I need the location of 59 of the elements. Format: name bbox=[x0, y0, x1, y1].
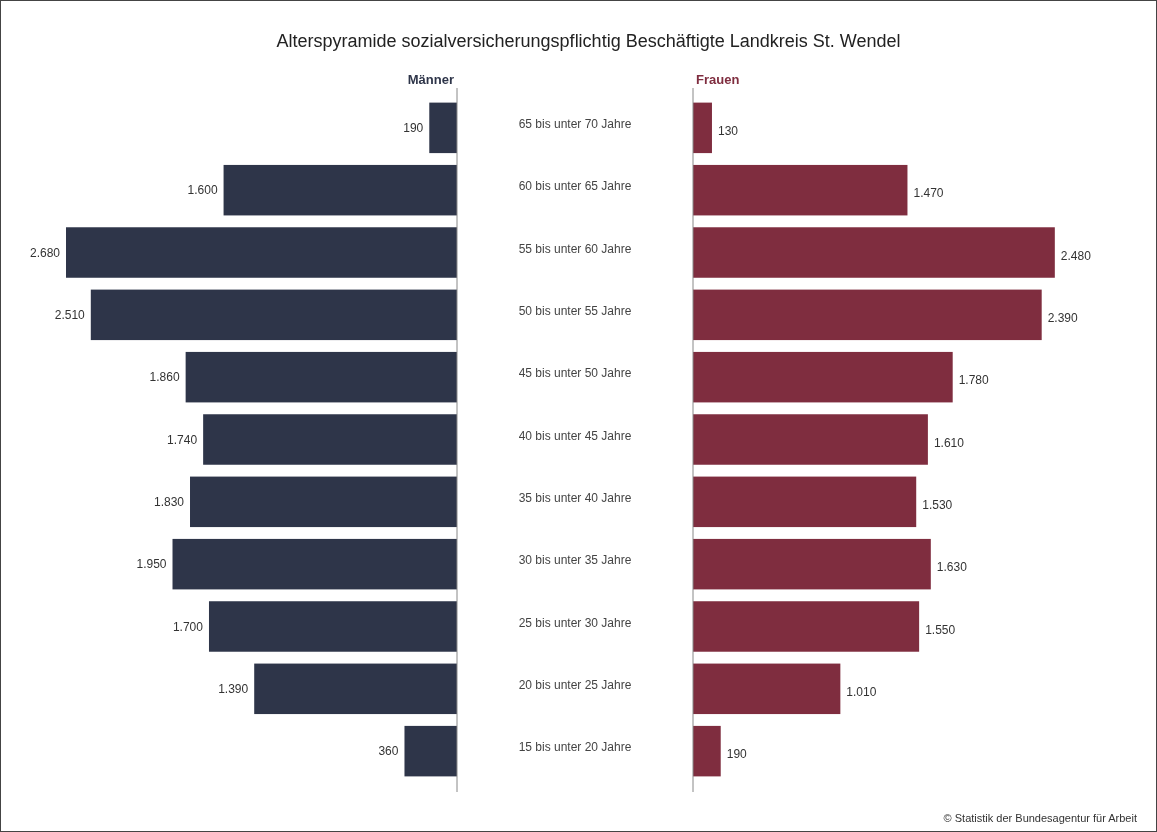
bar bbox=[693, 414, 928, 465]
bar bbox=[66, 227, 457, 278]
data-label: 1.860 bbox=[149, 370, 180, 385]
series-label: Männer bbox=[407, 72, 454, 87]
y-tick-label: 20 bis unter 25 Jahre bbox=[518, 678, 632, 693]
data-label: 130 bbox=[717, 124, 739, 139]
data-label: 1.010 bbox=[846, 685, 877, 700]
y-tick-label: 50 bis unter 55 Jahre bbox=[518, 304, 632, 319]
data-label: 360 bbox=[378, 744, 399, 759]
y-tick-label: 35 bis unter 40 Jahre bbox=[518, 491, 632, 506]
data-label: 190 bbox=[403, 121, 424, 136]
data-label: 1.390 bbox=[218, 682, 249, 697]
y-tick-label: 45 bis unter 50 Jahre bbox=[518, 366, 632, 381]
bar bbox=[223, 164, 457, 216]
y-tick-label: 25 bis unter 30 Jahre bbox=[518, 615, 632, 630]
bar bbox=[208, 601, 457, 652]
data-label: 2.390 bbox=[1047, 311, 1079, 326]
data-label: 190 bbox=[726, 747, 748, 762]
bar bbox=[693, 601, 920, 652]
text: Alterspyramide sozialversicherungspflichtig Beschäftigte Landkreis St. Wendel bbox=[276, 31, 901, 51]
bar bbox=[172, 538, 457, 590]
bar bbox=[693, 102, 712, 154]
data-label: 1.630 bbox=[936, 560, 968, 575]
data-label: 2.680 bbox=[29, 245, 61, 260]
data-label: 1.530 bbox=[922, 498, 953, 513]
bar bbox=[90, 289, 457, 341]
bar bbox=[693, 476, 917, 528]
bar bbox=[254, 663, 457, 715]
data-label: 1.470 bbox=[913, 186, 944, 201]
bar bbox=[693, 351, 953, 403]
data-label: 2.480 bbox=[1060, 248, 1092, 263]
data-label: 1.780 bbox=[958, 373, 990, 388]
data-label: 2.510 bbox=[54, 308, 86, 323]
data-label: 1.610 bbox=[933, 435, 965, 450]
y-tick-label: 60 bis unter 65 Jahre bbox=[518, 179, 632, 194]
bar bbox=[203, 414, 457, 465]
bar bbox=[404, 725, 457, 777]
bar bbox=[693, 164, 908, 216]
data-label: 1.830 bbox=[153, 495, 185, 510]
bar bbox=[185, 351, 457, 403]
series-label: Frauen bbox=[696, 72, 740, 87]
bar bbox=[693, 663, 841, 715]
data-label: 1.700 bbox=[172, 619, 204, 634]
bar bbox=[693, 725, 721, 777]
data-label: 1.550 bbox=[925, 622, 956, 637]
data-label: 1.740 bbox=[167, 432, 198, 447]
bar bbox=[190, 476, 457, 528]
y-tick-label: 30 bis unter 35 Jahre bbox=[518, 553, 632, 568]
y-tick-label: 65 bis unter 70 Jahre bbox=[518, 117, 632, 132]
bar bbox=[693, 227, 1055, 278]
y-tick-label: 15 bis unter 20 Jahre bbox=[518, 740, 632, 755]
data-label: 1.950 bbox=[136, 557, 167, 572]
y-tick-label: 40 bis unter 45 Jahre bbox=[518, 428, 632, 443]
data-label: 1.600 bbox=[187, 183, 218, 198]
y-tick-label: 55 bis unter 60 Jahre bbox=[518, 241, 632, 256]
bar bbox=[693, 289, 1042, 341]
bar bbox=[429, 102, 457, 154]
bar bbox=[693, 538, 931, 590]
text: © Statistik der Bundesagentur für Arbeit bbox=[943, 812, 1137, 824]
